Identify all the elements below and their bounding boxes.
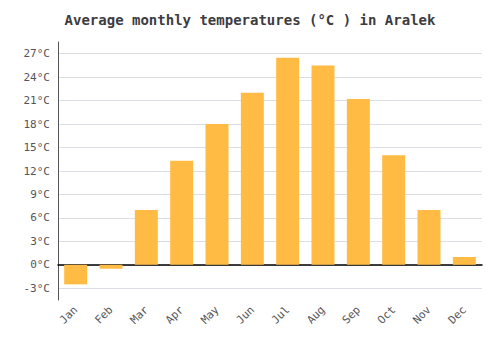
svg-text:0°C: 0°C	[30, 258, 50, 271]
svg-text:18°C: 18°C	[24, 118, 51, 131]
svg-text:3°C: 3°C	[30, 235, 50, 248]
svg-text:24°C: 24°C	[24, 71, 51, 84]
svg-text:6°C: 6°C	[30, 211, 50, 224]
svg-text:Sep: Sep	[340, 303, 363, 326]
svg-text:Dec: Dec	[446, 303, 469, 326]
svg-text:27°C: 27°C	[24, 47, 51, 60]
svg-text:Aug: Aug	[304, 303, 327, 326]
svg-text:Apr: Apr	[163, 303, 186, 326]
svg-text:21°C: 21°C	[24, 94, 51, 107]
svg-text:12°C: 12°C	[24, 165, 51, 178]
svg-text:Average monthly temperatures (: Average monthly temperatures (°C ) in Ar…	[65, 12, 436, 28]
svg-text:Jan: Jan	[57, 303, 80, 326]
svg-text:Mar: Mar	[128, 303, 151, 326]
svg-text:Oct: Oct	[375, 303, 398, 326]
svg-text:Nov: Nov	[410, 303, 433, 326]
svg-text:9°C: 9°C	[30, 188, 50, 201]
svg-text:May: May	[198, 303, 221, 326]
svg-text:Jun: Jun	[234, 303, 257, 326]
svg-text:15°C: 15°C	[24, 141, 51, 154]
svg-text:-3°C: -3°C	[24, 282, 51, 295]
svg-text:Jul: Jul	[269, 303, 292, 326]
svg-text:Feb: Feb	[92, 303, 115, 326]
